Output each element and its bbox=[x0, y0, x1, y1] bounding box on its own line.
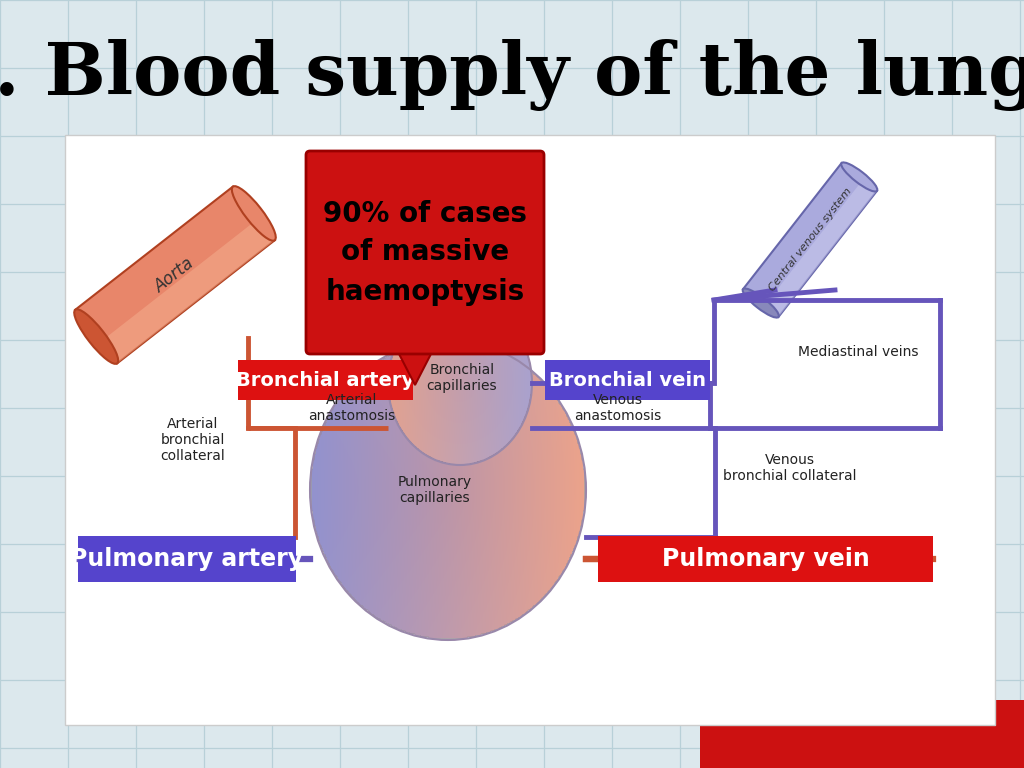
Text: Central venous system: Central venous system bbox=[767, 187, 853, 293]
FancyBboxPatch shape bbox=[598, 536, 933, 582]
FancyBboxPatch shape bbox=[545, 360, 710, 400]
Text: Aorta: Aorta bbox=[152, 254, 199, 296]
Text: 90% of cases
of massive
haemoptysis: 90% of cases of massive haemoptysis bbox=[323, 200, 527, 306]
Text: Pulmonary artery: Pulmonary artery bbox=[71, 547, 303, 571]
FancyBboxPatch shape bbox=[238, 360, 413, 400]
Ellipse shape bbox=[742, 289, 779, 318]
Ellipse shape bbox=[841, 162, 878, 191]
Polygon shape bbox=[76, 187, 274, 363]
Text: Pulmonary vein: Pulmonary vein bbox=[662, 547, 869, 571]
FancyBboxPatch shape bbox=[65, 135, 995, 725]
Polygon shape bbox=[743, 163, 877, 317]
Text: Venous
anastomosis: Venous anastomosis bbox=[574, 393, 662, 423]
Polygon shape bbox=[397, 350, 433, 385]
FancyBboxPatch shape bbox=[700, 700, 1024, 768]
Text: Bronchial
capillaries: Bronchial capillaries bbox=[427, 363, 498, 393]
Text: Mediastinal veins: Mediastinal veins bbox=[798, 345, 919, 359]
Text: Venous
bronchial collateral: Venous bronchial collateral bbox=[723, 453, 857, 483]
Ellipse shape bbox=[74, 310, 118, 364]
Ellipse shape bbox=[231, 186, 275, 240]
Text: 1. Blood supply of the lungs: 1. Blood supply of the lungs bbox=[0, 39, 1024, 111]
Text: Pulmonary
capillaries: Pulmonary capillaries bbox=[398, 475, 472, 505]
FancyBboxPatch shape bbox=[78, 536, 296, 582]
Text: Arterial
anastomosis: Arterial anastomosis bbox=[308, 393, 395, 423]
FancyBboxPatch shape bbox=[306, 151, 544, 354]
Polygon shape bbox=[100, 219, 274, 363]
Text: Arterial
bronchial
collateral: Arterial bronchial collateral bbox=[161, 417, 225, 463]
Text: Bronchial vein: Bronchial vein bbox=[549, 370, 706, 389]
Text: Bronchial artery: Bronchial artery bbox=[237, 370, 415, 389]
Polygon shape bbox=[764, 180, 877, 317]
